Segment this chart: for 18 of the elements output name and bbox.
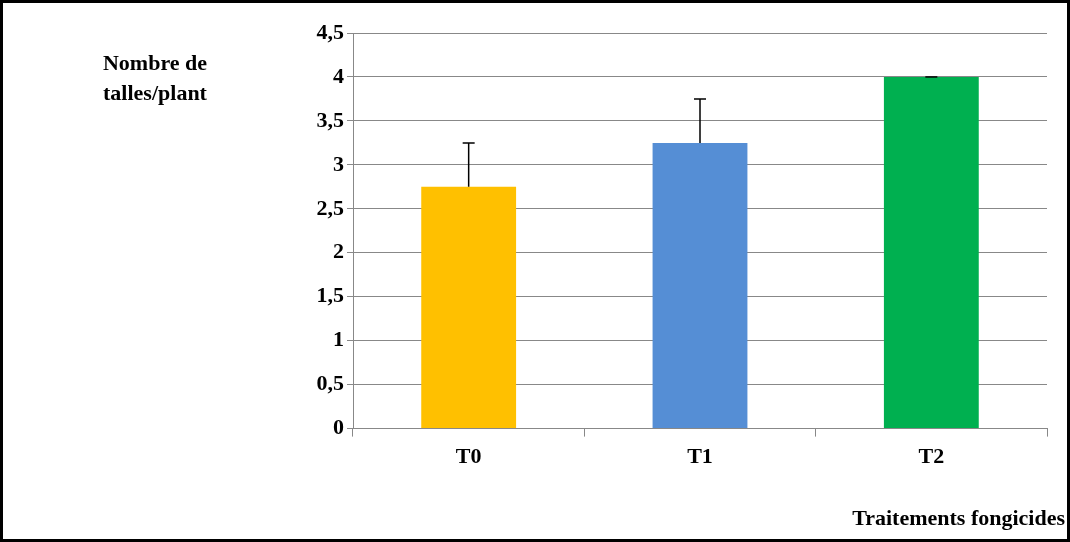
x-axis-title: Traitements fongicides [852, 504, 1066, 530]
y-tick-label: 4,5 [316, 18, 344, 44]
bar [883, 76, 979, 429]
x-tick-label: T0 [455, 443, 482, 469]
bar [421, 186, 517, 429]
y-tick-label: 1 [333, 326, 344, 352]
y-tick-label: 0 [333, 414, 344, 440]
y-tick-label: 4 [333, 62, 344, 88]
y-tick-label: 3,5 [316, 106, 344, 132]
x-tick-label: T1 [687, 443, 713, 469]
y-tick-label: 0,5 [316, 370, 344, 396]
y-tick-label: 3 [333, 150, 344, 176]
y-tick-label: 2,5 [316, 194, 344, 220]
y-axis-title: Nombre de talles/plant [102, 49, 208, 105]
bar [652, 142, 748, 429]
x-tick-label: T2 [918, 443, 945, 469]
y-tick-label: 2 [333, 238, 344, 264]
y-tick-label: 1,5 [316, 282, 344, 308]
